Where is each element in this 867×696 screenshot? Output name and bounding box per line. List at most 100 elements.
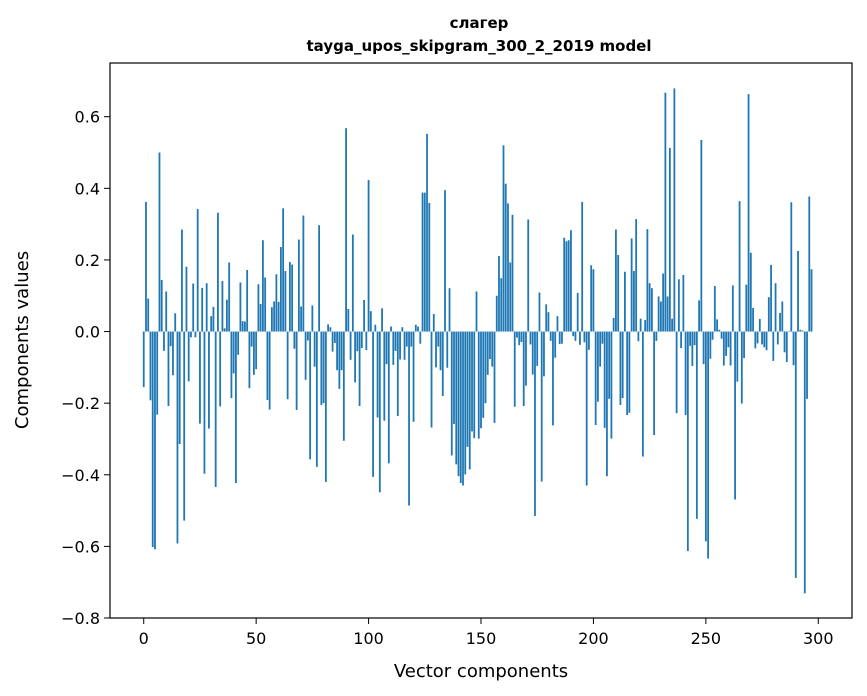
bar-219 [635, 219, 638, 332]
bar-253 [711, 331, 714, 340]
bar-124 [421, 192, 424, 332]
bar-133 [441, 331, 444, 396]
bar-92 [349, 331, 352, 360]
bar-268 [745, 284, 748, 332]
bar-19 [185, 266, 188, 332]
bar-99 [365, 331, 368, 351]
y-tick-label: −0.4 [61, 466, 100, 485]
bar-287 [788, 331, 790, 332]
bar-86 [336, 331, 338, 371]
bar-236 [673, 88, 676, 332]
bar-13 [172, 331, 174, 376]
bar-32 [214, 331, 217, 487]
bar-129 [432, 314, 435, 332]
bar-174 [534, 331, 536, 516]
bar-10 [165, 291, 168, 332]
bar-275 [761, 331, 763, 345]
bar-121 [414, 324, 417, 332]
bar-263 [734, 331, 736, 500]
bar-280 [772, 331, 775, 361]
bar-79 [320, 331, 323, 405]
bar-243 [689, 331, 692, 346]
bar-211 [617, 254, 620, 332]
bar-179 [545, 304, 548, 332]
bar-222 [641, 331, 644, 457]
bar-7 [158, 152, 161, 332]
bar-74 [309, 331, 312, 460]
x-tick-label: 250 [691, 629, 722, 648]
bar-264 [736, 331, 739, 382]
bar-67 [293, 331, 296, 349]
y-tick-label: 0.6 [75, 108, 100, 127]
bar-279 [770, 264, 772, 332]
bar-276 [763, 331, 766, 348]
bar-84 [331, 331, 334, 352]
bar-162 [507, 203, 509, 332]
bar-172 [529, 331, 532, 345]
bar-158 [498, 256, 500, 332]
bar-244 [691, 331, 694, 366]
bar-117 [405, 331, 408, 347]
bar-201 [594, 331, 597, 425]
bar-90 [345, 128, 347, 332]
bar-46 [246, 269, 249, 332]
bar-89 [342, 331, 345, 441]
bar-51 [257, 284, 260, 332]
bar-105 [378, 331, 381, 493]
bar-110 [390, 326, 392, 332]
bar-20 [187, 331, 190, 382]
bar-182 [552, 331, 554, 426]
bar-259 [725, 331, 727, 356]
bar-209 [612, 317, 615, 332]
bar-175 [536, 331, 539, 366]
bar-26 [201, 287, 204, 332]
bar-130 [435, 331, 437, 368]
bar-48 [250, 331, 253, 347]
bar-214 [624, 271, 626, 332]
bar-52 [259, 303, 262, 332]
bar-68 [295, 331, 298, 410]
bar-62 [282, 208, 285, 332]
bar-269 [747, 94, 750, 332]
bar-113 [396, 331, 399, 417]
bar-249 [702, 331, 705, 365]
bar-31 [212, 306, 215, 332]
bar-56 [268, 331, 271, 410]
bar-57 [270, 307, 273, 332]
bar-152 [484, 331, 487, 404]
bar-2 [147, 298, 150, 332]
bar-154 [489, 331, 491, 360]
bar-270 [749, 252, 752, 332]
bar-168 [520, 331, 523, 342]
bar-71 [302, 215, 305, 332]
bar-49 [253, 331, 255, 375]
bar-63 [284, 271, 287, 332]
bar-185 [558, 331, 561, 345]
bar-14 [174, 313, 177, 332]
bar-35 [221, 281, 224, 332]
bar-252 [709, 331, 712, 359]
bar-210 [615, 229, 617, 332]
bar-150 [480, 331, 482, 429]
y-tick-label: 0.2 [75, 251, 100, 270]
bar-15 [176, 331, 179, 544]
bar-284 [781, 301, 784, 332]
bar-251 [707, 331, 709, 559]
bar-64 [286, 331, 289, 400]
bar-100 [367, 180, 370, 332]
chart-title-line1: слагер [450, 14, 509, 32]
bar-94 [354, 331, 356, 383]
bar-147 [473, 331, 476, 439]
bar-288 [790, 202, 793, 332]
bar-155 [491, 331, 494, 367]
y-tick-label: −0.2 [61, 394, 100, 413]
bar-262 [731, 285, 734, 332]
bar-228 [655, 331, 658, 341]
bar-107 [383, 331, 386, 421]
bar-283 [779, 312, 781, 332]
bar-23 [194, 331, 197, 338]
bar-135 [446, 331, 449, 368]
bar-250 [704, 331, 707, 542]
bar-22 [192, 283, 195, 332]
